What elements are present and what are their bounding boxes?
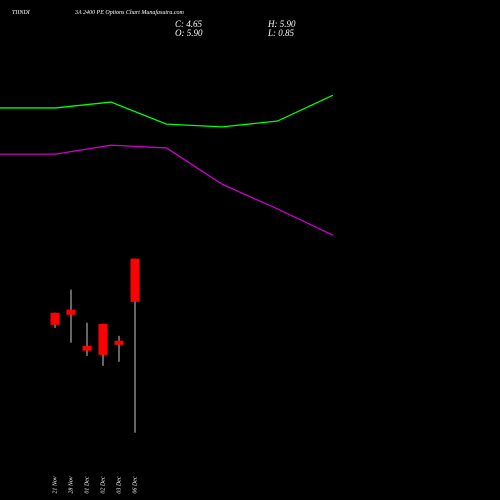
candle-body: [98, 323, 108, 355]
info-open: O: 5.90: [175, 28, 203, 38]
candle-body: [82, 345, 92, 351]
average-line: [0, 144, 334, 236]
chart-title: TIINDI: [12, 10, 31, 16]
x-tick-label: 01 Dec: [84, 476, 90, 493]
candle-body: [130, 258, 140, 302]
x-tick-label: 28 Nov: [68, 476, 74, 494]
chart-subtitle: 3A 2400 PE Options Chart Munafasutra.com: [74, 9, 185, 16]
average-line: [0, 94, 334, 128]
candle-body: [114, 340, 124, 345]
candle-body: [50, 312, 60, 325]
candle-body: [66, 309, 76, 315]
info-close: C: 4.65: [175, 19, 203, 29]
x-tick-label: 06 Dec: [132, 476, 138, 493]
x-tick-label: 03 Dec: [116, 476, 122, 493]
x-tick-label: 21 Nov: [52, 476, 58, 494]
info-low: L: 0.85: [267, 28, 295, 38]
info-high: H: 5.90: [267, 19, 296, 29]
x-tick-label: 02 Dec: [100, 476, 106, 493]
